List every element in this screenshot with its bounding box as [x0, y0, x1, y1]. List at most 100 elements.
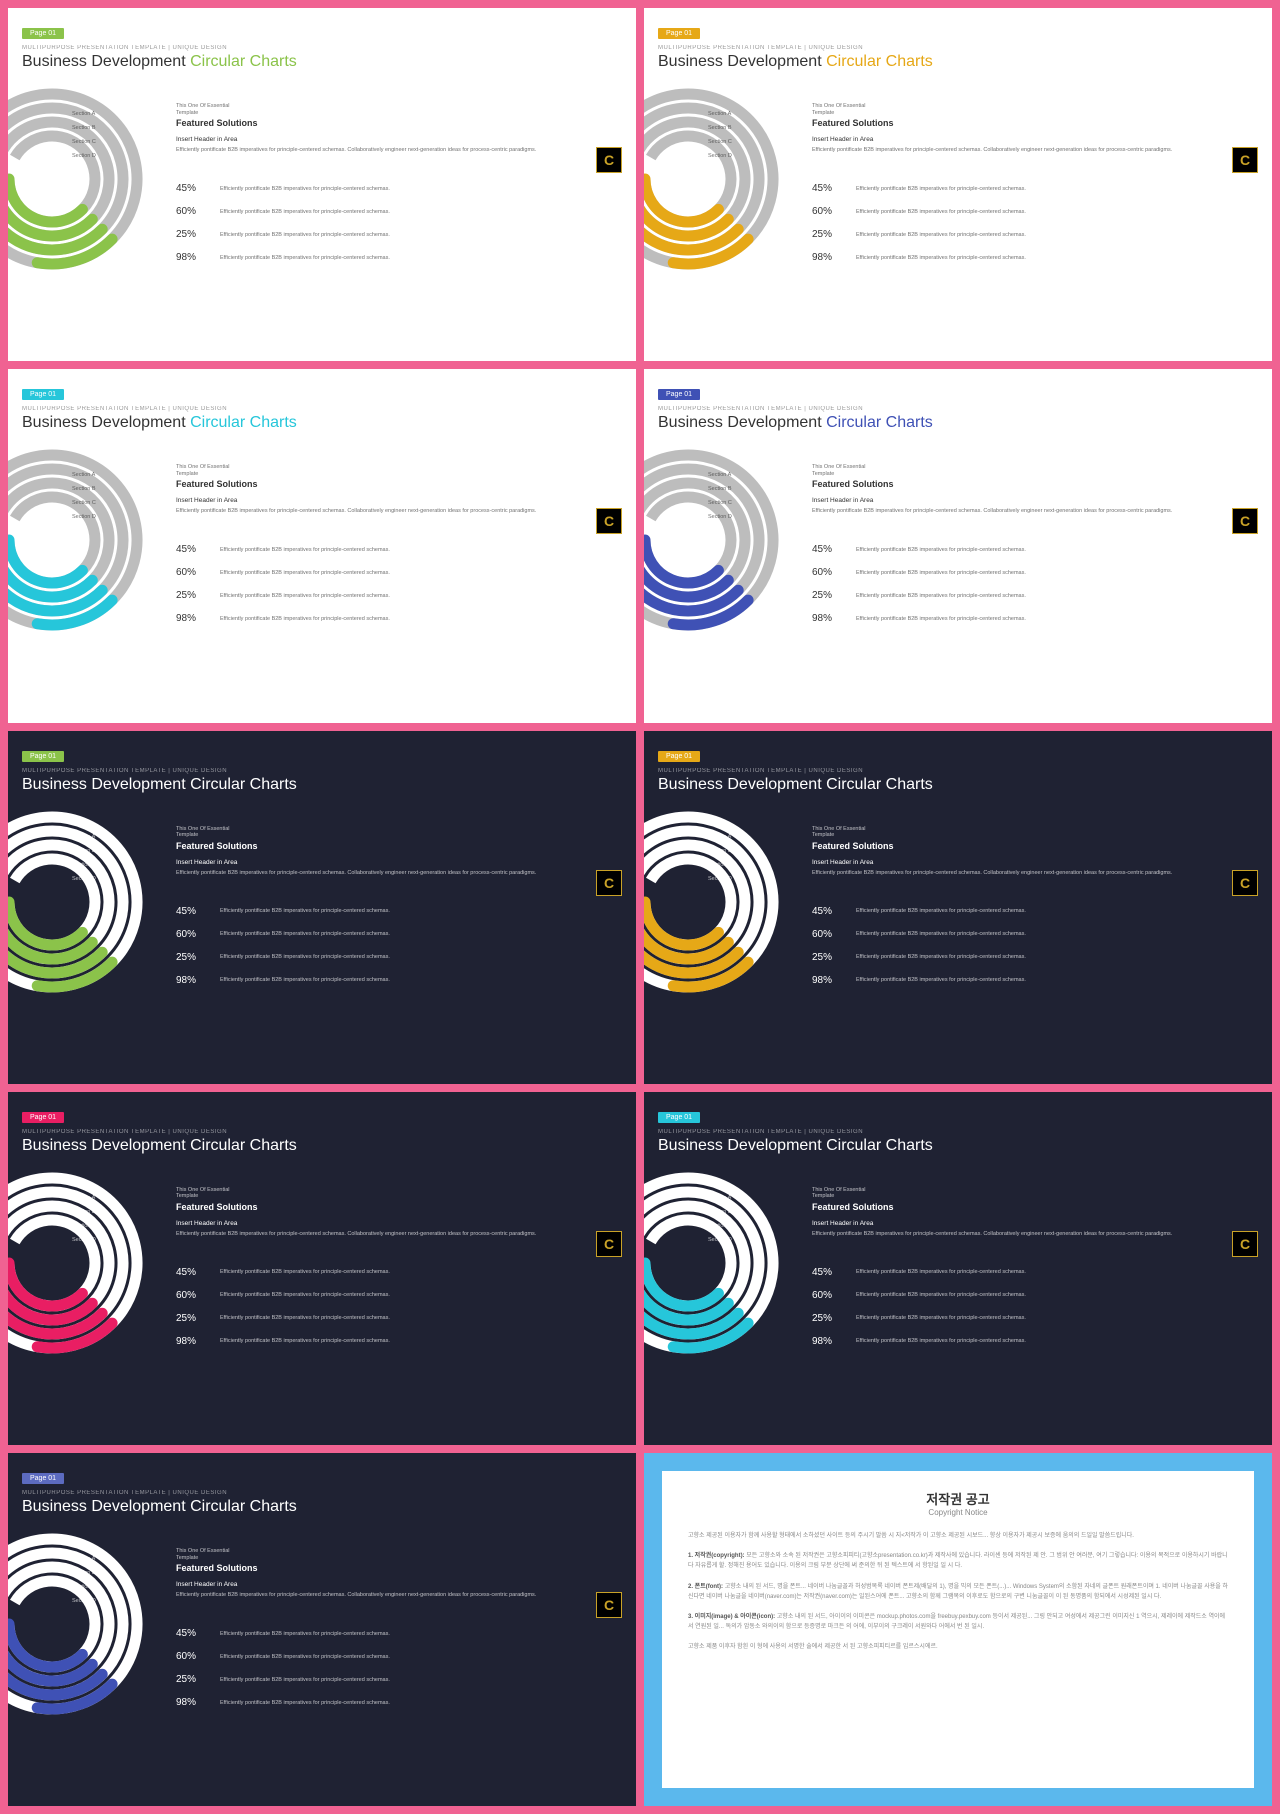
stat-percent: 98%	[812, 252, 842, 263]
section-labels: Section ASection BSection CSection D	[72, 111, 96, 159]
logo-icon: C	[596, 147, 622, 173]
stat-row: 98% Efficiently pontificate B2B imperati…	[176, 252, 622, 263]
logo-icon: C	[1232, 147, 1258, 173]
section-label: Section D	[72, 153, 96, 159]
stat-percent: 25%	[176, 1313, 206, 1324]
insert-header: Insert Header in Area	[812, 136, 1258, 143]
stat-row: 60% Efficiently pontificate B2B imperati…	[812, 206, 1258, 217]
stat-list: 45% Efficiently pontificate B2B imperati…	[812, 1267, 1258, 1347]
section-label: Section C	[708, 500, 732, 506]
slide-title: Business Development Circular Charts	[658, 53, 1258, 71]
section-labels: Section ASection BSection CSection D	[708, 834, 732, 882]
stat-text: Efficiently pontificate B2B imperatives …	[856, 1338, 1026, 1344]
description: Efficiently pontificate B2B imperatives …	[812, 508, 1226, 534]
section-label: Section C	[72, 139, 96, 145]
circular-chart: Section ASection BSection CSection D	[644, 440, 788, 640]
stat-row: 45% Efficiently pontificate B2B imperati…	[812, 1267, 1258, 1278]
stat-list: 45% Efficiently pontificate B2B imperati…	[812, 906, 1258, 986]
notice-title: 저작권 공고	[688, 1489, 1228, 1508]
stat-percent: 60%	[812, 206, 842, 217]
slide-title: Business Development Circular Charts	[658, 1137, 1258, 1155]
presentation-slide: Page 01 MULTIPURPOSE PRESENTATION TEMPLA…	[8, 1092, 636, 1445]
logo-icon: C	[1232, 1231, 1258, 1257]
stat-row: 60% Efficiently pontificate B2B imperati…	[176, 1651, 622, 1662]
stat-row: 60% Efficiently pontificate B2B imperati…	[812, 1290, 1258, 1301]
supertitle: MULTIPURPOSE PRESENTATION TEMPLATE | UNI…	[658, 768, 1258, 774]
stat-text: Efficiently pontificate B2B imperatives …	[856, 593, 1026, 599]
stat-percent: 60%	[176, 1651, 206, 1662]
stat-row: 98% Efficiently pontificate B2B imperati…	[812, 252, 1258, 263]
stat-text: Efficiently pontificate B2B imperatives …	[220, 1315, 390, 1321]
stat-row: 25% Efficiently pontificate B2B imperati…	[176, 1674, 622, 1685]
logo-icon: C	[596, 870, 622, 896]
stat-text: Efficiently pontificate B2B imperatives …	[220, 232, 390, 238]
stat-row: 60% Efficiently pontificate B2B imperati…	[812, 567, 1258, 578]
stat-text: Efficiently pontificate B2B imperatives …	[856, 931, 1026, 937]
stat-text: Efficiently pontificate B2B imperatives …	[220, 977, 390, 983]
stat-row: 45% Efficiently pontificate B2B imperati…	[176, 183, 622, 194]
insert-header: Insert Header in Area	[176, 1581, 622, 1588]
stat-percent: 25%	[812, 1313, 842, 1324]
stat-row: 60% Efficiently pontificate B2B imperati…	[176, 206, 622, 217]
section-label: Section B	[708, 486, 732, 492]
stat-text: Efficiently pontificate B2B imperatives …	[220, 593, 390, 599]
stat-row: 98% Efficiently pontificate B2B imperati…	[812, 975, 1258, 986]
stat-text: Efficiently pontificate B2B imperatives …	[220, 186, 390, 192]
text-content: This One Of EssentialTemplate Featured S…	[176, 79, 622, 263]
stat-row: 60% Efficiently pontificate B2B imperati…	[812, 929, 1258, 940]
presentation-slide: Page 01 MULTIPURPOSE PRESENTATION TEMPLA…	[644, 731, 1272, 1084]
notice-paragraph: 고향소 제품 이후자 함흰 이 형에 사용의 서명한 술에서 제공한 서 된 고…	[688, 1642, 1228, 1652]
section-label: Section A	[72, 111, 96, 117]
stat-percent: 98%	[176, 1697, 206, 1708]
presentation-slide: Page 01 MULTIPURPOSE PRESENTATION TEMPLA…	[644, 1092, 1272, 1445]
stat-percent: 60%	[176, 206, 206, 217]
page-badge: Page 01	[658, 389, 700, 400]
stat-text: Efficiently pontificate B2B imperatives …	[220, 616, 390, 622]
logo-icon: C	[596, 1592, 622, 1618]
stat-row: 25% Efficiently pontificate B2B imperati…	[176, 1313, 622, 1324]
stat-percent: 45%	[176, 1267, 206, 1278]
section-label: Section B	[72, 1209, 96, 1215]
section-label: Section A	[72, 834, 96, 840]
text-content: This One Of EssentialTemplate Featured S…	[176, 1524, 622, 1708]
slide-title: Business Development Circular Charts	[22, 776, 622, 794]
section-label: Section B	[72, 848, 96, 854]
eyebrow: This One Of EssentialTemplate	[176, 464, 622, 477]
section-label: Section B	[708, 1209, 732, 1215]
stat-percent: 25%	[176, 590, 206, 601]
circular-chart: Section ASection BSection CSection D	[644, 79, 788, 279]
stat-list: 45% Efficiently pontificate B2B imperati…	[812, 183, 1258, 263]
stat-row: 45% Efficiently pontificate B2B imperati…	[176, 1628, 622, 1639]
section-labels: Section ASection BSection CSection D	[72, 1556, 96, 1604]
stat-percent: 60%	[176, 1290, 206, 1301]
insert-header: Insert Header in Area	[812, 497, 1258, 504]
featured-heading: Featured Solutions	[812, 479, 1258, 489]
text-content: This One Of EssentialTemplate Featured S…	[812, 440, 1258, 624]
featured-heading: Featured Solutions	[812, 841, 1258, 851]
stat-percent: 98%	[176, 613, 206, 624]
featured-heading: Featured Solutions	[176, 118, 622, 128]
notice-paragraph: 1. 저작권(copyright): 모든 고향소와 소속 된 저작권은 고향소…	[688, 1551, 1228, 1571]
section-label: Section C	[72, 1584, 96, 1590]
stat-text: Efficiently pontificate B2B imperatives …	[856, 1292, 1026, 1298]
circular-chart: Section ASection BSection CSection D	[8, 79, 152, 279]
description: Efficiently pontificate B2B imperatives …	[176, 147, 590, 173]
page-badge: Page 01	[658, 28, 700, 39]
stat-list: 45% Efficiently pontificate B2B imperati…	[812, 544, 1258, 624]
stat-percent: 25%	[176, 1674, 206, 1685]
section-labels: Section ASection BSection CSection D	[72, 472, 96, 520]
stat-row: 98% Efficiently pontificate B2B imperati…	[176, 1697, 622, 1708]
stat-percent: 98%	[176, 252, 206, 263]
section-label: Section B	[708, 848, 732, 854]
stat-row: 45% Efficiently pontificate B2B imperati…	[812, 183, 1258, 194]
stat-row: 60% Efficiently pontificate B2B imperati…	[176, 1290, 622, 1301]
circular-chart: Section ASection BSection CSection D	[8, 802, 152, 1002]
page-badge: Page 01	[22, 751, 64, 762]
stat-percent: 60%	[176, 929, 206, 940]
eyebrow: This One Of EssentialTemplate	[176, 826, 622, 839]
section-label: Section D	[708, 514, 732, 520]
insert-header: Insert Header in Area	[176, 136, 622, 143]
stat-percent: 98%	[176, 1336, 206, 1347]
stat-percent: 25%	[176, 229, 206, 240]
eyebrow: This One Of EssentialTemplate	[176, 103, 622, 116]
